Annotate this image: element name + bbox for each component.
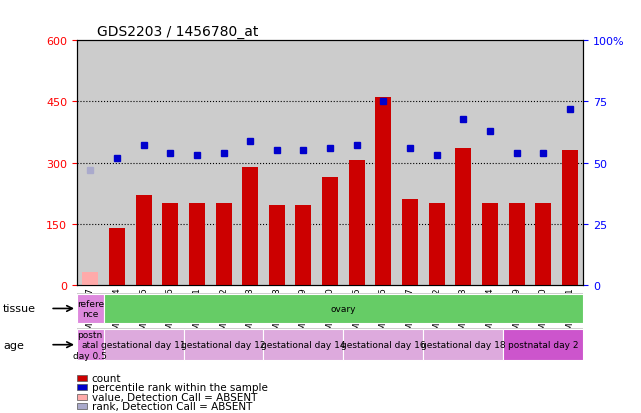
- FancyBboxPatch shape: [424, 330, 503, 360]
- Text: percentile rank within the sample: percentile rank within the sample: [92, 382, 267, 392]
- Text: gestational day 18: gestational day 18: [421, 340, 506, 349]
- Bar: [402, 200, 418, 285]
- Text: gestational day 12: gestational day 12: [181, 340, 266, 349]
- FancyBboxPatch shape: [183, 330, 263, 360]
- Bar: [455, 149, 471, 285]
- Text: GDS2203 / 1456780_at: GDS2203 / 1456780_at: [97, 25, 258, 39]
- Bar: [562, 151, 578, 285]
- Text: postnatal day 2: postnatal day 2: [508, 340, 579, 349]
- FancyBboxPatch shape: [77, 330, 104, 360]
- Bar: [376, 98, 392, 285]
- Bar: [269, 206, 285, 285]
- FancyBboxPatch shape: [503, 330, 583, 360]
- Text: count: count: [92, 373, 121, 383]
- Bar: [109, 228, 125, 285]
- Text: postn
atal
day 0.5: postn atal day 0.5: [73, 330, 107, 360]
- FancyBboxPatch shape: [344, 330, 424, 360]
- Text: refere
nce: refere nce: [77, 299, 104, 318]
- Bar: [322, 177, 338, 285]
- Bar: [242, 167, 258, 285]
- Bar: [162, 204, 178, 285]
- Bar: [135, 196, 151, 285]
- Text: ovary: ovary: [331, 304, 356, 313]
- Text: gestational day 14: gestational day 14: [262, 340, 345, 349]
- Bar: [535, 204, 551, 285]
- FancyBboxPatch shape: [77, 294, 104, 323]
- Bar: [349, 161, 365, 285]
- Bar: [189, 204, 205, 285]
- FancyBboxPatch shape: [263, 330, 344, 360]
- Text: gestational day 16: gestational day 16: [341, 340, 426, 349]
- FancyBboxPatch shape: [104, 294, 583, 323]
- Bar: [82, 273, 98, 285]
- Text: value, Detection Call = ABSENT: value, Detection Call = ABSENT: [92, 392, 257, 402]
- FancyBboxPatch shape: [104, 330, 183, 360]
- Bar: [215, 204, 231, 285]
- Bar: [509, 204, 525, 285]
- Bar: [429, 204, 445, 285]
- Text: tissue: tissue: [3, 304, 36, 313]
- Bar: [296, 206, 312, 285]
- Text: age: age: [3, 340, 24, 350]
- Text: rank, Detection Call = ABSENT: rank, Detection Call = ABSENT: [92, 401, 252, 411]
- Text: gestational day 11: gestational day 11: [101, 340, 186, 349]
- Bar: [482, 204, 498, 285]
